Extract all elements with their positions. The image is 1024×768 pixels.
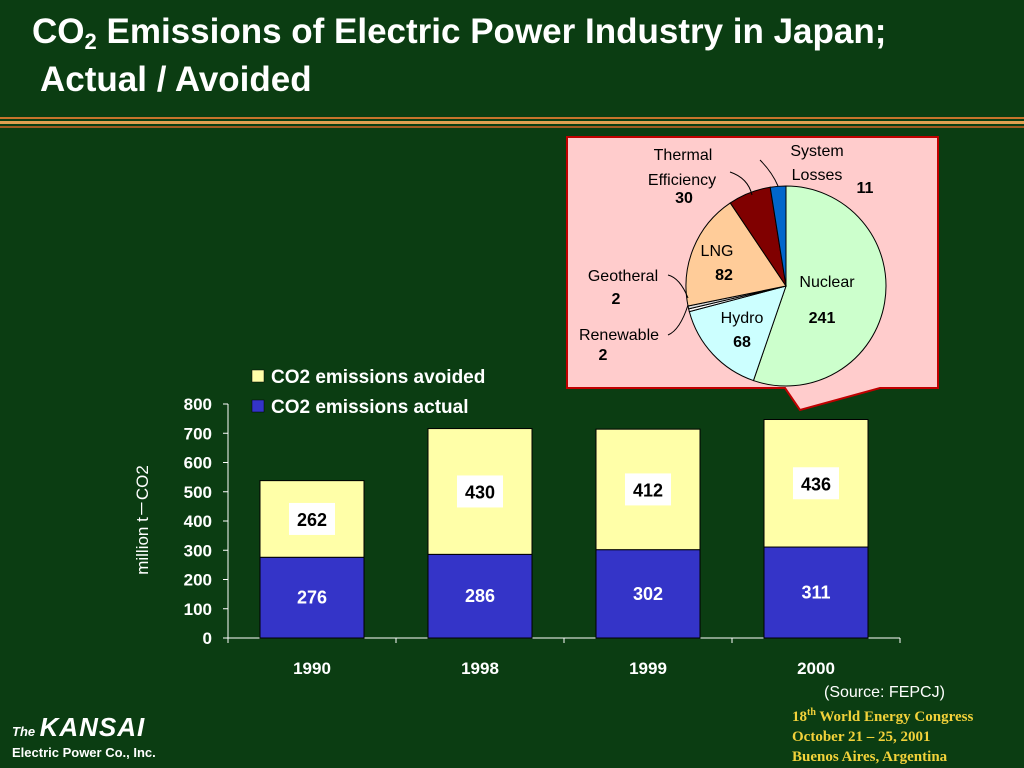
title-rule-bottom xyxy=(0,126,1024,128)
legend-label-actual: CO2 emissions actual xyxy=(271,397,468,418)
y-tick-label: 800 xyxy=(184,395,212,414)
bar-actual-1999 xyxy=(595,549,701,639)
data-label-actual-2000: 311 xyxy=(801,583,830,603)
pie-label-losses-2: Losses xyxy=(792,167,843,184)
leader-renewable xyxy=(667,304,689,336)
data-label-box-avoided-2000 xyxy=(793,467,839,500)
pie-value-lng: 82 xyxy=(715,267,733,284)
y-tick-label: 0 xyxy=(203,629,212,648)
x-tick-label-1998: 1998 xyxy=(461,659,499,678)
pie-value-thermal: 30 xyxy=(675,190,693,207)
data-label-box-avoided-1999 xyxy=(625,473,671,506)
y-tick-label: 300 xyxy=(184,541,212,560)
title-rule-top xyxy=(0,117,1024,119)
pie-value-nuclear: 241 xyxy=(809,310,836,327)
pie-slice-nuclear xyxy=(752,185,887,387)
bar-actual-1998 xyxy=(427,553,533,639)
data-label-actual-1999: 302 xyxy=(633,584,663,604)
pie-slice-system-losses xyxy=(769,185,787,287)
logo-the: The xyxy=(12,724,36,739)
pie-slice-lng xyxy=(685,202,787,307)
event-ordinal: 18 xyxy=(792,709,807,725)
y-tick-label: 100 xyxy=(184,600,212,619)
pie-label-lng: LNG xyxy=(701,243,734,260)
source-note: (Source: FEPCJ) xyxy=(824,684,945,701)
title-line2: Actual / Avoided xyxy=(40,60,312,99)
bar-chart: 276 262 1990 286 430 1998 302 412 1999 311 436 2000 xyxy=(259,419,869,678)
event-name: World Energy Congress xyxy=(815,709,974,725)
data-label-box-avoided-1998 xyxy=(457,475,503,508)
pie-chart xyxy=(685,185,887,387)
event-info: 18th World Energy Congress October 21 – … xyxy=(792,703,973,767)
data-label-avoided-2000: 436 xyxy=(801,474,831,494)
leader-losses xyxy=(759,159,779,187)
data-label-actual-1998: 286 xyxy=(465,586,495,606)
y-axis-label: million t－CO2 xyxy=(133,465,152,575)
logo-subtitle: Electric Power Co., Inc. xyxy=(12,745,156,760)
y-tick-label: 700 xyxy=(184,424,212,443)
y-tick-label: 600 xyxy=(184,454,212,473)
y-tick-label: 200 xyxy=(184,571,212,590)
company-logo: The KANSAI Electric Power Co., Inc. xyxy=(12,712,156,760)
x-tick-label-1990: 1990 xyxy=(293,659,331,678)
bar-actual-2000 xyxy=(763,546,869,639)
pie-value-renewable: 2 xyxy=(599,347,608,364)
event-ordinal-suffix: th xyxy=(807,707,816,718)
legend-swatch-avoided xyxy=(251,369,265,383)
pie-value-geothermal: 2 xyxy=(612,291,621,308)
pie-label-thermal-1: Thermal xyxy=(654,147,713,164)
slide-title: CO2 Emissions of Electric Power Industry… xyxy=(32,10,886,102)
data-label-avoided-1998: 430 xyxy=(465,482,495,502)
bar-actual-1990 xyxy=(259,556,365,639)
pie-slice-hydro xyxy=(688,285,787,382)
data-label-avoided-1990: 262 xyxy=(297,510,327,530)
event-place: Buenos Aires, Argentina xyxy=(792,749,948,765)
y-tick-label: 400 xyxy=(184,512,212,531)
pie-label-geothermal: Geotheral xyxy=(588,268,658,285)
pie-value-losses: 11 xyxy=(857,180,874,197)
event-dates: October 21 – 25, 2001 xyxy=(792,729,931,745)
leader-geothermal xyxy=(667,274,689,299)
data-label-avoided-1999: 412 xyxy=(633,480,663,500)
legend-label-avoided: CO2 emissions avoided xyxy=(271,367,485,388)
pie-label-thermal-2: Efficiency xyxy=(648,172,716,189)
title-rest: Emissions of Electric Power Industry in … xyxy=(96,12,887,51)
data-label-actual-1990: 276 xyxy=(297,588,327,608)
x-tick-label-1999: 1999 xyxy=(629,659,667,678)
pie-label-nuclear: Nuclear xyxy=(799,274,855,291)
pie-value-hydro: 68 xyxy=(733,334,751,351)
legend-swatch-actual xyxy=(251,399,265,413)
title-rule-middle xyxy=(0,121,1024,124)
pie-label-losses-1: System xyxy=(790,143,843,160)
title-prefix: CO xyxy=(32,12,85,51)
title-subscript: 2 xyxy=(84,29,97,54)
pie-label-renewable: Renewable xyxy=(579,327,659,344)
pie-labels: Thermal Efficiency 30 System Losses 11 L… xyxy=(579,143,874,364)
leader-thermal xyxy=(729,171,753,196)
y-tick-label: 500 xyxy=(184,483,212,502)
x-tick-label-2000: 2000 xyxy=(797,659,835,678)
pie-label-hydro: Hydro xyxy=(721,310,764,327)
logo-brand: KANSAI xyxy=(39,712,146,742)
data-label-box-avoided-1990 xyxy=(289,502,335,535)
event-title: 18th World Energy Congress xyxy=(792,703,973,727)
bar-legend: CO2 emissions avoided CO2 emissions actu… xyxy=(251,367,485,418)
